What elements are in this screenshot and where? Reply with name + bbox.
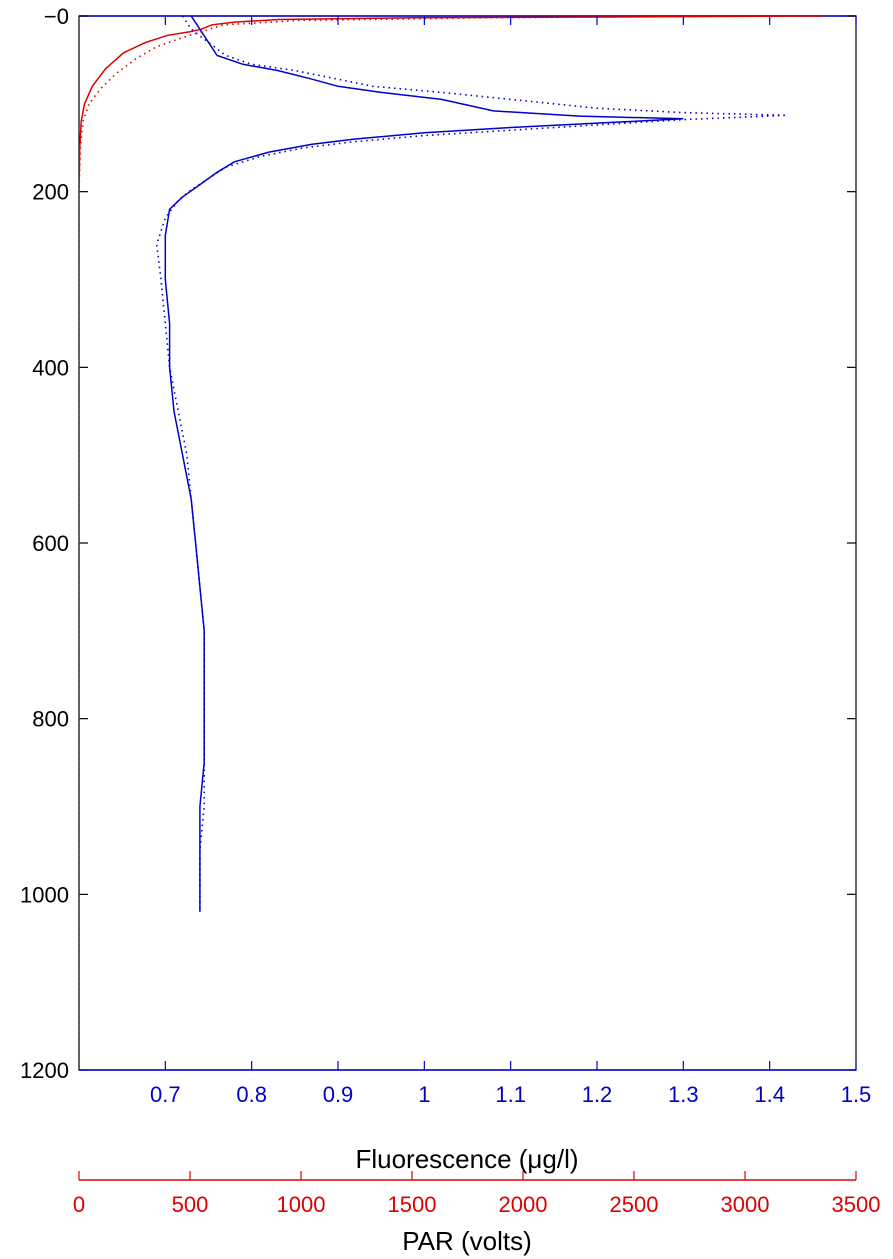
par-tick-label: 1500 bbox=[388, 1192, 437, 1217]
fl-tick-label: 0.7 bbox=[150, 1082, 181, 1107]
par-series-solid bbox=[79, 16, 823, 1070]
par-tick-label: 1000 bbox=[277, 1192, 326, 1217]
fl-tick-label: 1.1 bbox=[495, 1082, 526, 1107]
y-tick-label: −0 bbox=[44, 4, 69, 29]
fl-tick-label: 0.8 bbox=[236, 1082, 267, 1107]
fluorescence-series-solid bbox=[164, 16, 684, 912]
fluorescence-series-dotted bbox=[155, 16, 787, 912]
par-axis: 0 500 1000 1500 2000 2500 3000 3500 bbox=[73, 1171, 881, 1217]
par-series-dotted bbox=[79, 16, 746, 1070]
fl-tick-label: 1.3 bbox=[668, 1082, 699, 1107]
depth-axis: −0 200 400 600 800 1000 1200 bbox=[20, 4, 857, 1083]
y-tick-label: 600 bbox=[32, 531, 69, 556]
fl-tick-label: 1.2 bbox=[582, 1082, 613, 1107]
plot-area bbox=[79, 16, 823, 1070]
y-tick-label: 400 bbox=[32, 355, 69, 380]
y-tick-label: 200 bbox=[32, 180, 69, 205]
par-tick-label: 3500 bbox=[832, 1192, 881, 1217]
y-tick-label: 1200 bbox=[20, 1058, 69, 1083]
y-tick-label: 1000 bbox=[20, 882, 69, 907]
par-tick-label: 3000 bbox=[721, 1192, 770, 1217]
fl-tick-label: 1.4 bbox=[754, 1082, 785, 1107]
fl-tick-label: 1.5 bbox=[841, 1082, 872, 1107]
par-tick-label: 2500 bbox=[610, 1192, 659, 1217]
fluorescence-axis: 0.7 0.8 0.9 1 1.1 1.2 1.3 1.4 1.5 bbox=[79, 16, 871, 1107]
fl-tick-label: 0.9 bbox=[323, 1082, 354, 1107]
par-tick-label: 0 bbox=[73, 1192, 85, 1217]
par-tick-label: 2000 bbox=[499, 1192, 548, 1217]
par-tick-label: 500 bbox=[172, 1192, 209, 1217]
par-axis-label: PAR (volts) bbox=[402, 1226, 532, 1256]
fl-tick-label: 1 bbox=[418, 1082, 430, 1107]
fluorescence-axis-label: Fluorescence (μg/l) bbox=[355, 1144, 578, 1174]
y-tick-label: 800 bbox=[32, 707, 69, 732]
